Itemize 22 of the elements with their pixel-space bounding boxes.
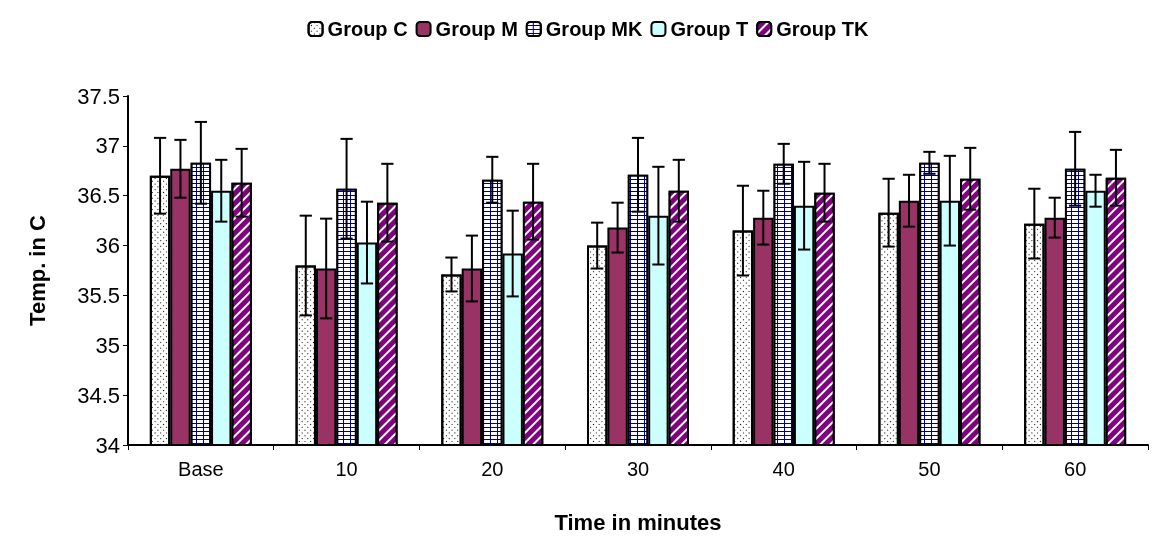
x-tick-label: 50 [918, 458, 941, 480]
x-tick-label: 60 [1064, 458, 1087, 480]
legend-label: Group T [670, 18, 749, 40]
x-tick-label: 40 [772, 458, 795, 480]
y-tick-label: 37.5 [77, 83, 120, 109]
y-tick-label: 36 [95, 233, 120, 259]
x-tick-label: Base [178, 458, 224, 480]
y-tick-label: 34.5 [77, 382, 120, 408]
y-tick-label: 36.5 [77, 183, 120, 209]
legend-label: Group MK [545, 18, 643, 40]
y-tick-label: 35.5 [77, 282, 120, 308]
y-axis-title: Temp. in C [24, 214, 50, 326]
y-tick-label: 37 [95, 133, 120, 159]
legend-label: Group TK [776, 18, 869, 40]
y-tick-label: 34 [95, 432, 120, 458]
legend-label: Group M [435, 18, 518, 40]
x-tick-label: 20 [481, 458, 504, 480]
x-tick-label: 10 [335, 458, 358, 480]
x-tick-label: 30 [626, 458, 650, 480]
y-tick-label: 35 [95, 332, 120, 358]
x-axis-title: Time in minutes [554, 509, 722, 535]
legend-label: Group C [327, 18, 408, 40]
